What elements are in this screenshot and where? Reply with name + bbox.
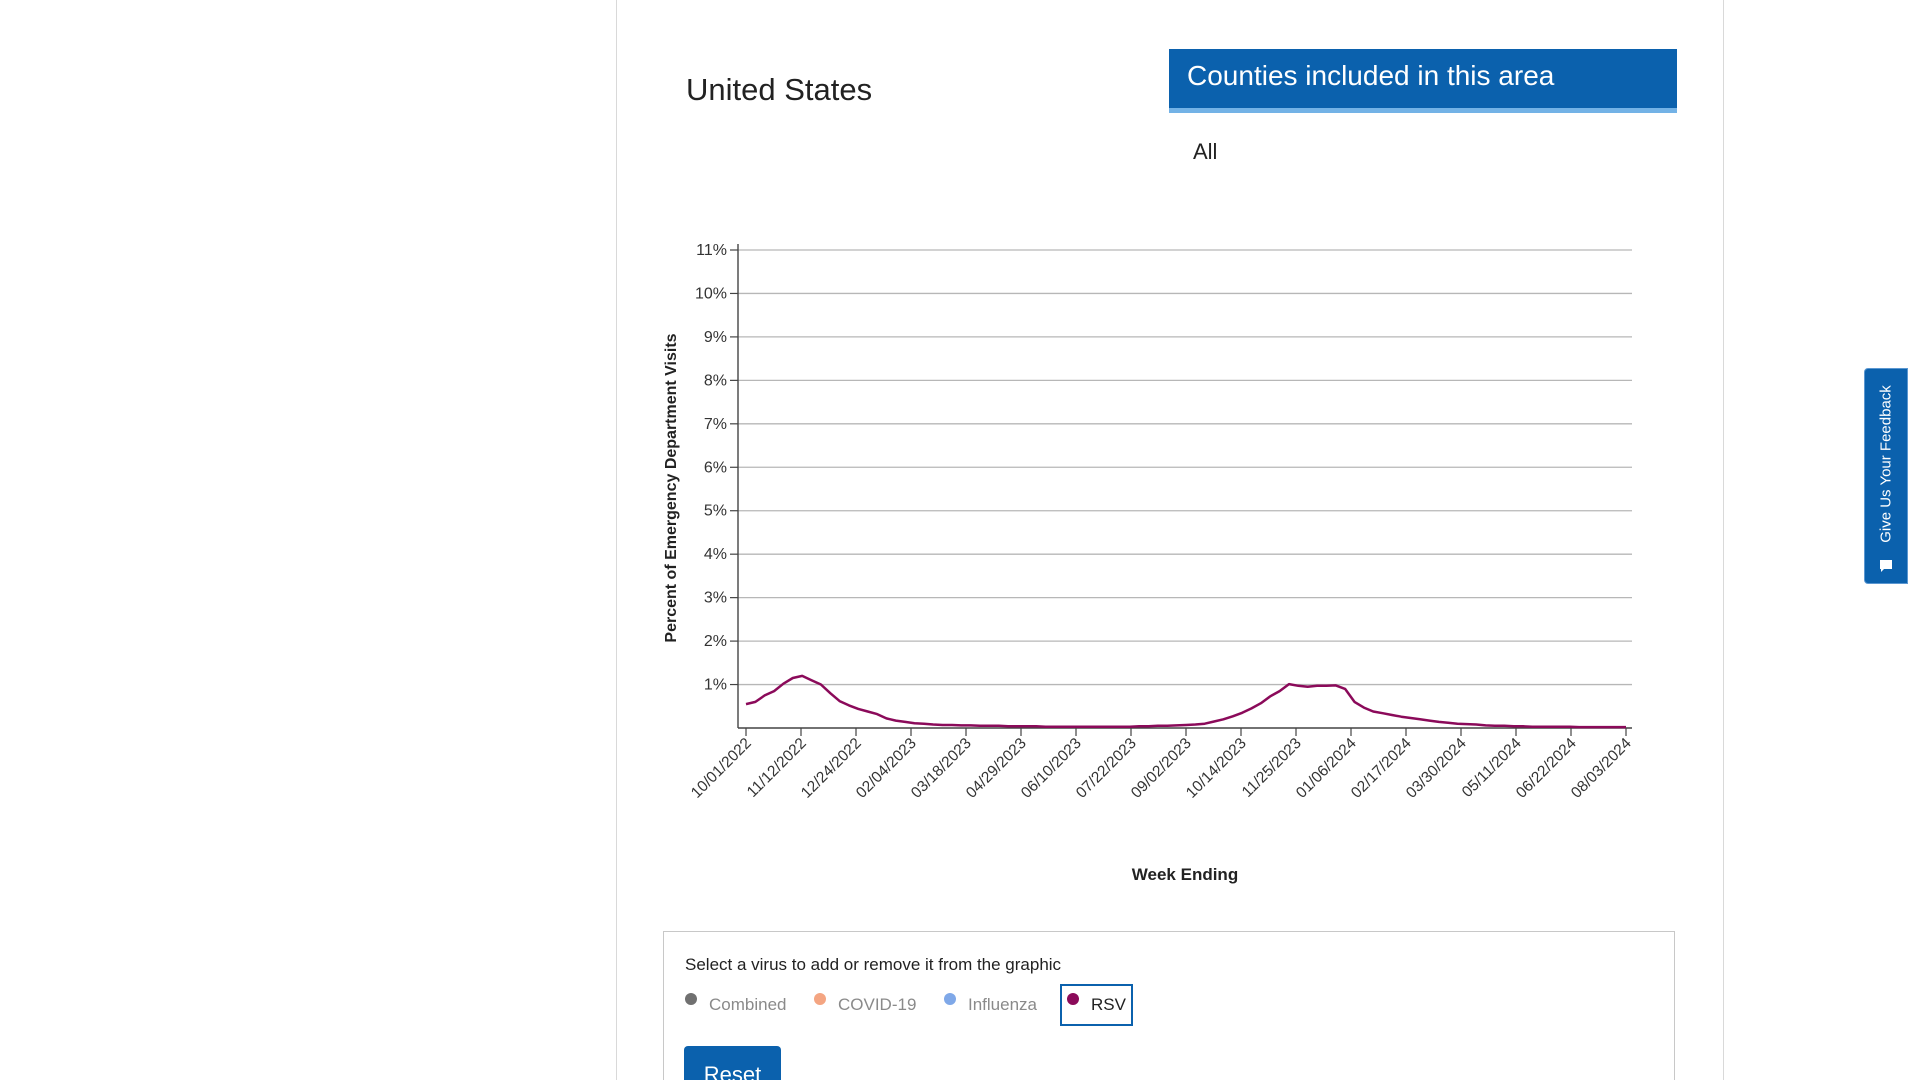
y-tick-label: 8% xyxy=(704,372,727,389)
feedback-tab[interactable]: Give Us Your Feedback xyxy=(1864,368,1908,584)
y-tick-label: 6% xyxy=(704,459,727,476)
legend-item-combined[interactable]: Combined xyxy=(685,984,787,1026)
rsv-line-chart: 1% 2% 3% 4% 5% 6% 7% 8% 9% 10% 11% 10/01/202211/12… xyxy=(663,242,1635,884)
y-tick-label: 11% xyxy=(696,242,727,259)
y-tick-label: 2% xyxy=(704,633,727,650)
x-tick-label: 10/14/2023 xyxy=(1183,735,1250,802)
legend-prompt: Select a virus to add or remove it from … xyxy=(685,955,1062,974)
legend-item-rsv[interactable]: RSV xyxy=(1060,984,1133,1026)
legend-item-influenza[interactable]: Influenza xyxy=(944,984,1037,1026)
x-axis-label: Week Ending xyxy=(1132,865,1238,884)
y-axis-label: Percent of Emergency Department Visits xyxy=(663,333,680,642)
virus-legend: Select a virus to add or remove it from … xyxy=(663,931,1675,1080)
feedback-label: Give Us Your Feedback xyxy=(1877,385,1895,543)
y-tick-label: 7% xyxy=(704,416,727,433)
y-tick-label: 4% xyxy=(704,546,727,563)
combined-dot-icon xyxy=(685,993,697,1005)
legend-item-label: RSV xyxy=(1091,995,1126,1014)
rsv-dot-icon xyxy=(1067,993,1079,1005)
series-line-rsv xyxy=(745,674,1626,729)
reset-button[interactable]: Reset xyxy=(684,1046,781,1080)
y-tick-label: 10% xyxy=(695,285,727,302)
counties-heading: Counties included in this area xyxy=(1169,49,1677,113)
y-tick-label: 5% xyxy=(704,503,727,520)
legend-item-label: COVID-19 xyxy=(838,995,917,1014)
area-title: United States xyxy=(686,72,873,107)
legend-item-covid[interactable]: COVID-19 xyxy=(814,984,916,1026)
comment-icon xyxy=(1880,560,1892,572)
y-axis-tick-labels: 1% 2% 3% 4% 5% 6% 7% 8% 9% 10% 11% xyxy=(695,242,727,694)
chart-gridlines xyxy=(738,249,1632,686)
y-tick-label: 3% xyxy=(704,590,727,607)
legend-item-label: Combined xyxy=(709,995,787,1014)
chart-axes xyxy=(730,244,1632,736)
x-tick-label: 03/30/2024 xyxy=(1403,735,1470,802)
legend-item-label: Influenza xyxy=(968,995,1037,1014)
x-tick-label: 08/03/2024 xyxy=(1568,735,1635,802)
y-tick-label: 1% xyxy=(704,677,727,694)
influenza-dot-icon xyxy=(944,993,956,1005)
counties-value: All xyxy=(1193,139,1218,164)
x-tick-label: 10/01/2022 xyxy=(688,735,755,802)
covid-dot-icon xyxy=(814,993,826,1005)
dashboard-card xyxy=(616,0,1724,1080)
chart-series xyxy=(745,674,1626,729)
x-axis-tick-labels: 10/01/202211/12/202212/24/202202/04/2023… xyxy=(688,735,1635,802)
y-tick-label: 9% xyxy=(704,329,727,346)
